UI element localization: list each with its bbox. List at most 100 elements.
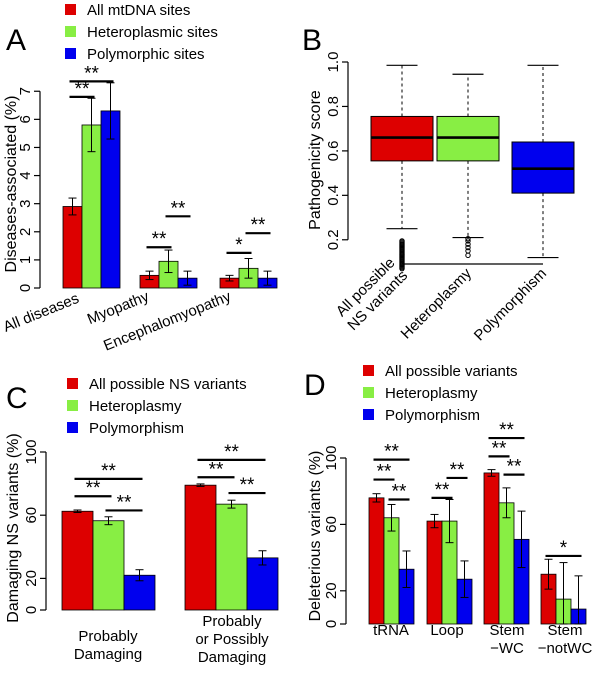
category-label: Probably Damaging [74, 628, 142, 663]
category-label-line: Probably [202, 613, 262, 630]
category-label-line: All diseases [1, 290, 82, 336]
legend-label: All possible NS variants [89, 376, 247, 393]
significance-label: ** [224, 442, 239, 463]
category-label-line: tRNA [373, 622, 409, 639]
category-label-line: Polymorphism [471, 265, 550, 344]
legend-swatch [67, 400, 78, 411]
significance-label: ** [377, 462, 392, 483]
y-tick-label: 60 [323, 516, 340, 533]
category-label: Polymorphism [471, 265, 550, 344]
y-tick-label: 7 [17, 87, 34, 95]
legend-swatch [67, 378, 78, 389]
significance-label: ** [84, 63, 99, 84]
bar [426, 520, 443, 625]
category-label-line: Stem [489, 622, 524, 639]
significance-label: ** [507, 457, 522, 478]
y-tick-label: 0.2 [325, 229, 342, 250]
significance-label: ** [450, 460, 465, 481]
y-axis-title: Diseases-associated (%) [3, 96, 20, 273]
significance-label: ** [101, 461, 116, 482]
significance-label: * [560, 538, 568, 559]
y-tick-label: 5 [17, 143, 34, 151]
category-label: Probably or Possibly Damaging [195, 613, 269, 666]
bar [184, 484, 217, 611]
bar [123, 574, 156, 611]
outlier-point [399, 238, 405, 244]
y-axis-title: Pathogenicity score [307, 90, 324, 230]
category-label: All possibleNS variants [332, 254, 412, 334]
panel-letter: A [6, 24, 26, 57]
significance-label: ** [384, 442, 399, 463]
bar [61, 510, 94, 611]
y-tick-label: 20 [23, 570, 40, 587]
outlier-point [465, 238, 471, 244]
category-label: Stem −WC [489, 622, 524, 657]
y-tick-label: 2 [17, 228, 34, 236]
bar [483, 472, 500, 625]
legend-swatch [363, 409, 374, 420]
bar [368, 497, 385, 625]
significance-label: ** [499, 420, 514, 441]
category-label-line: Damaging [198, 649, 266, 666]
bar [215, 503, 248, 611]
outlier-point [465, 241, 471, 247]
category-label-line: or Possibly [195, 631, 269, 648]
panel-letter: C [6, 382, 28, 415]
significance-label: ** [171, 198, 186, 219]
legend-label: Polymorphism [385, 407, 480, 424]
y-tick-label: 0.6 [325, 140, 342, 161]
y-axis-title: Deleterious variants (%) [307, 451, 324, 622]
legend-swatch [67, 422, 78, 433]
y-tick-label: 4 [17, 171, 34, 179]
significance-label: ** [209, 459, 224, 480]
panel-letter: D [304, 369, 326, 402]
outlier-point [465, 248, 471, 254]
legend-label: Polymorphism [89, 420, 184, 437]
y-axis-title: Damaging NS variants (%) [5, 433, 22, 622]
y-tick-label: 0.8 [325, 96, 342, 117]
y-tick-label: 20 [323, 582, 340, 599]
y-tick-label: 3 [17, 200, 34, 208]
bar [62, 206, 83, 289]
category-label: Stem −notWC [538, 622, 593, 657]
legend-label: Heteroplasmy [89, 398, 182, 415]
significance-label: ** [117, 492, 132, 513]
legend-label: Heteroplasmic sites [87, 24, 218, 41]
category-label-line: Stem [547, 622, 582, 639]
category-label-line: Loop [430, 622, 463, 639]
significance-label: ** [86, 478, 101, 499]
legend-swatch [65, 4, 76, 15]
outlier-point [465, 235, 471, 242]
y-tick-label: 1 [17, 256, 34, 264]
bar [498, 502, 515, 625]
y-tick-label: 1.0 [325, 52, 342, 73]
significance-label: ** [435, 480, 450, 501]
significance-label: ** [251, 215, 266, 236]
significance-label: ** [240, 475, 255, 496]
category-label-line: −WC [490, 640, 524, 657]
significance-label: ** [152, 229, 167, 250]
legend-swatch [65, 48, 76, 59]
category-label: Heteroplasmy [398, 265, 476, 343]
y-tick-label: 0 [323, 620, 340, 628]
category-label: Loop [430, 622, 463, 639]
bar [383, 517, 400, 625]
panel-letter: B [302, 24, 322, 57]
category-label-line: Heteroplasmy [398, 265, 476, 343]
category-label: All diseases [1, 290, 82, 336]
category-label-line: Probably [78, 628, 138, 645]
legend-swatch [65, 26, 76, 37]
y-tick-label: 0 [17, 284, 34, 292]
outlier-point [465, 244, 471, 251]
significance-label: ** [75, 79, 90, 100]
y-tick-label: 100 [323, 445, 340, 470]
y-tick-label: 0.4 [325, 185, 342, 206]
category-label: tRNA [373, 622, 409, 639]
legend-label: All possible variants [385, 363, 518, 380]
outlier-point [465, 252, 471, 259]
legend-swatch [363, 387, 374, 398]
category-label-line: Damaging [74, 646, 142, 663]
legend-label: All mtDNA sites [87, 2, 190, 19]
significance-label: ** [492, 438, 507, 459]
significance-label: * [235, 235, 243, 256]
